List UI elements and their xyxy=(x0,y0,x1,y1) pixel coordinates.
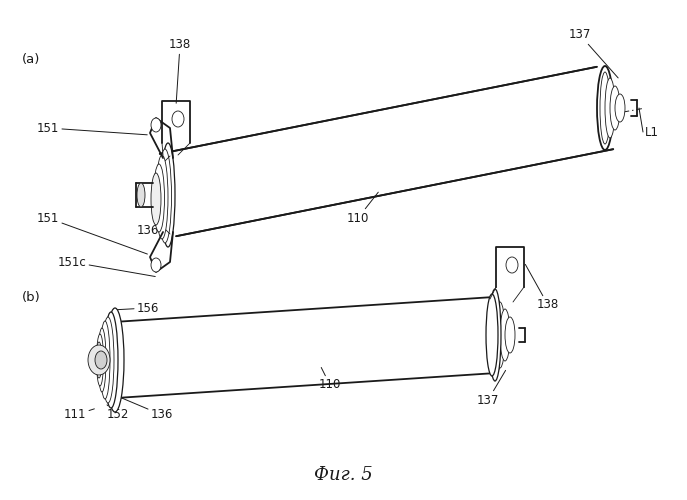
Text: 111: 111 xyxy=(64,408,94,422)
Text: 151: 151 xyxy=(37,122,147,135)
Ellipse shape xyxy=(100,321,110,399)
Ellipse shape xyxy=(104,312,118,408)
Text: 156: 156 xyxy=(114,302,159,314)
Ellipse shape xyxy=(487,297,503,373)
Ellipse shape xyxy=(102,317,114,403)
Ellipse shape xyxy=(159,149,172,243)
Ellipse shape xyxy=(137,183,145,207)
Text: 138: 138 xyxy=(526,264,559,312)
Ellipse shape xyxy=(172,111,184,127)
Ellipse shape xyxy=(610,86,620,130)
Ellipse shape xyxy=(156,155,168,239)
Ellipse shape xyxy=(489,289,501,381)
Text: 138: 138 xyxy=(169,38,191,103)
Ellipse shape xyxy=(500,309,510,361)
Ellipse shape xyxy=(88,345,110,375)
Ellipse shape xyxy=(597,66,613,150)
Ellipse shape xyxy=(506,257,518,273)
Text: (b): (b) xyxy=(22,292,41,304)
Ellipse shape xyxy=(486,294,498,376)
Text: 136: 136 xyxy=(137,212,159,236)
Ellipse shape xyxy=(161,143,175,247)
Ellipse shape xyxy=(605,78,615,138)
Text: 152: 152 xyxy=(106,405,129,421)
Text: 110: 110 xyxy=(319,368,341,392)
Text: (a): (a) xyxy=(22,54,41,66)
Polygon shape xyxy=(113,297,497,398)
Ellipse shape xyxy=(505,317,515,353)
Ellipse shape xyxy=(153,164,164,232)
Text: Фиг. 5: Фиг. 5 xyxy=(314,466,372,484)
Text: 136: 136 xyxy=(120,397,173,421)
Text: 110: 110 xyxy=(347,192,379,224)
Ellipse shape xyxy=(615,94,625,122)
Ellipse shape xyxy=(96,342,102,378)
Ellipse shape xyxy=(495,302,505,368)
Ellipse shape xyxy=(151,258,161,272)
Ellipse shape xyxy=(600,72,610,144)
Ellipse shape xyxy=(98,328,106,392)
Polygon shape xyxy=(160,67,613,236)
Text: 151c: 151c xyxy=(58,256,155,276)
Ellipse shape xyxy=(151,173,161,225)
Ellipse shape xyxy=(96,334,104,386)
Ellipse shape xyxy=(95,351,107,369)
Text: 151: 151 xyxy=(37,212,148,254)
Ellipse shape xyxy=(151,118,161,132)
Text: L1: L1 xyxy=(645,126,659,138)
Ellipse shape xyxy=(106,308,124,412)
Text: 137: 137 xyxy=(477,370,506,406)
Text: 137: 137 xyxy=(569,28,618,78)
